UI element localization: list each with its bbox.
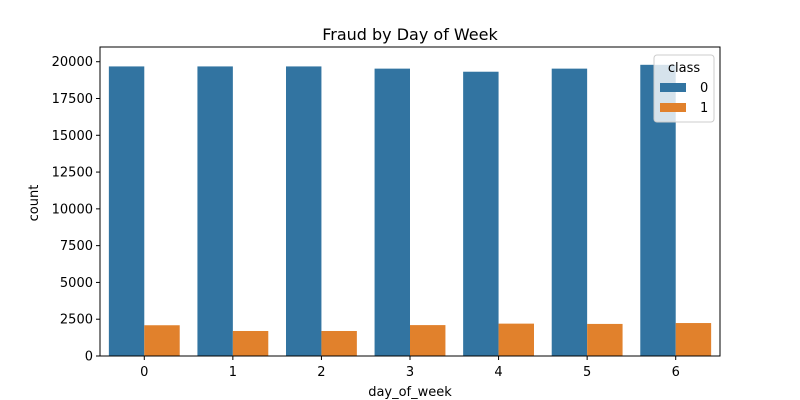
x-axis: 0 1 2 3 4 5 6	[140, 356, 680, 380]
y-tick-label: 2500	[60, 313, 93, 328]
y-tick-label: 20000	[52, 55, 93, 70]
bar-class-1-day-4[interactable]	[498, 323, 534, 356]
bar-class-0-day-2[interactable]	[286, 66, 322, 357]
y-tick-label: 10000	[52, 202, 93, 217]
legend-swatch-0	[660, 83, 686, 92]
x-axis-label: day_of_week	[368, 385, 452, 400]
chart-title: Fraud by Day of Week	[322, 25, 498, 44]
x-tick-label: 2	[317, 365, 325, 380]
x-tick-label: 0	[140, 365, 148, 380]
legend-label-0: 0	[700, 81, 708, 96]
bars	[108, 64, 712, 357]
plot-frame	[99, 46, 721, 357]
bar-class-1-day-2[interactable]	[321, 330, 357, 356]
y-axis: 0 2500 5000 7500 10000 12500 15000 17500 20000	[52, 55, 100, 365]
x-tick-label: 5	[583, 365, 591, 380]
bar-class-1-day-6[interactable]	[675, 323, 712, 356]
bar-class-1-day-1[interactable]	[232, 330, 269, 356]
bar-class-1-day-5[interactable]	[587, 323, 623, 356]
bar-class-1-day-3[interactable]	[410, 325, 446, 356]
bar-class-0-day-5[interactable]	[551, 68, 588, 356]
bar-class-0-day-3[interactable]	[374, 68, 410, 356]
x-tick-label: 6	[672, 365, 680, 380]
bar-class-0-day-4[interactable]	[463, 71, 499, 356]
y-tick-label: 17500	[52, 92, 93, 107]
y-tick-label: 7500	[60, 239, 93, 254]
legend[interactable]: class 0 1	[653, 54, 715, 123]
bar-class-0-day-0[interactable]	[108, 66, 145, 357]
x-tick-label: 3	[406, 365, 414, 380]
legend-title: class	[668, 61, 700, 76]
bar-class-0-day-1[interactable]	[197, 66, 233, 357]
y-tick-label: 12500	[52, 166, 93, 181]
x-tick-label: 1	[229, 365, 237, 380]
legend-label-1: 1	[700, 101, 708, 116]
y-tick-label: 5000	[60, 276, 93, 291]
bar-class-1-day-0[interactable]	[144, 325, 180, 356]
x-tick-label: 4	[494, 365, 502, 380]
y-tick-label: 0	[85, 350, 93, 365]
y-axis-label: count	[27, 185, 42, 222]
y-tick-label: 15000	[52, 129, 93, 144]
legend-swatch-1	[660, 103, 686, 112]
